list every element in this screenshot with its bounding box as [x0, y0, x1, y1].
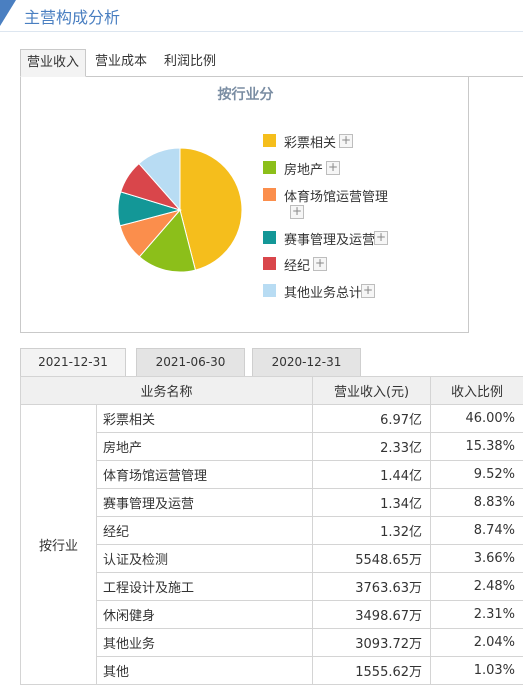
revenue-value: 1.44亿 [312, 460, 432, 489]
expand-plus-icon[interactable]: + [326, 160, 340, 175]
revenue-value: 6.97亿 [312, 404, 432, 433]
legend-swatch [263, 257, 276, 270]
legend-label: 经纪 [284, 259, 311, 274]
expand-plus-icon[interactable]: + [313, 256, 327, 271]
legend-swatch [263, 134, 276, 147]
business-name: 体育场馆运营管理 [95, 460, 314, 489]
ratio-value: 9.52% [430, 460, 523, 489]
tab-cost[interactable]: 营业成本 [94, 54, 147, 69]
expand-plus-icon[interactable]: + [361, 283, 375, 298]
page-title: 主营构成分析 [24, 8, 121, 27]
legend-label: 彩票相关 [284, 136, 337, 151]
tab-period-2021-06-30[interactable]: 2021-06-30 [136, 348, 245, 376]
ratio-value: 1.03% [430, 656, 523, 685]
legend-label: 体育场馆运营管理 [284, 190, 389, 205]
legend-swatch [263, 231, 276, 244]
ratio-value: 46.00% [430, 404, 523, 433]
legend-label: 房地产 [284, 163, 324, 178]
business-name: 其他业务 [95, 628, 314, 657]
business-name: 彩票相关 [95, 404, 314, 433]
revenue-value: 3763.63万 [312, 572, 432, 601]
pie-slice-lottery[interactable] [179, 147, 243, 271]
tab-period-2021-12-31[interactable]: 2021-12-31 [20, 348, 126, 376]
table-row: 体育场馆运营管理 1.44亿 9.52% [21, 460, 523, 489]
business-name: 经纪 [95, 516, 314, 545]
business-name: 休闲健身 [95, 600, 314, 629]
table-row: 房地产 2.33亿 15.38% [21, 432, 523, 461]
ratio-value: 2.04% [430, 628, 523, 657]
revenue-value: 1555.62万 [312, 656, 432, 685]
pie-slice-real-estate[interactable] [138, 208, 197, 273]
table-row: 按行业 彩票相关 6.97亿 46.00% [20, 404, 523, 685]
ratio-value: 2.31% [430, 600, 523, 629]
table-header-row: 业务名称 营业收入(元) 收入比例 [19, 376, 523, 405]
ratio-value: 3.66% [430, 544, 523, 573]
table-row: 休闲健身 3498.67万 2.31% [21, 600, 523, 629]
legend-swatch [263, 161, 276, 174]
chart-panel: 按行业分 彩票相关 + 房地产 + 体育场馆运营管理 + 赛事管理及运营 + 经… [20, 76, 469, 333]
revenue-value: 2.33亿 [312, 432, 432, 461]
expand-plus-icon[interactable]: + [290, 204, 304, 219]
business-name: 房地产 [95, 432, 314, 461]
table-row: 其他业务 3093.72万 2.04% [21, 628, 523, 657]
column-header-ratio: 收入比例 [430, 376, 523, 405]
table-row: 其他 1555.62万 1.03% [21, 656, 523, 685]
ratio-value: 15.38% [430, 432, 523, 461]
legend-swatch [263, 284, 276, 297]
revenue-value: 5548.65万 [312, 544, 432, 573]
column-header-name: 业务名称 [19, 376, 314, 405]
revenue-value: 1.34亿 [312, 488, 432, 517]
tab-period-2020-12-31[interactable]: 2020-12-31 [252, 348, 361, 376]
business-name: 赛事管理及运营 [95, 488, 314, 517]
pie-chart [117, 147, 243, 273]
table-row: 工程设计及施工 3763.63万 2.48% [21, 572, 523, 601]
business-name: 其他 [95, 656, 314, 685]
column-header-revenue: 营业收入(元) [312, 376, 432, 405]
business-name: 认证及检测 [95, 544, 314, 573]
revenue-value: 3498.67万 [312, 600, 432, 629]
revenue-value: 1.32亿 [312, 516, 432, 545]
legend-label: 赛事管理及运营 [284, 233, 376, 248]
table-row: 认证及检测 5548.65万 3.66% [21, 544, 523, 573]
expand-plus-icon[interactable]: + [374, 230, 388, 245]
legend-swatch [263, 188, 276, 201]
ratio-value: 8.74% [430, 516, 523, 545]
tab-profit-ratio[interactable]: 利润比例 [163, 54, 216, 69]
table-row: 赛事管理及运营 1.34亿 8.83% [21, 488, 523, 517]
tabs-divider [20, 76, 523, 77]
section-header: 主营构成分析 [0, 0, 523, 32]
pie-slice-other-total[interactable] [138, 147, 181, 212]
revenue-table: 业务名称 营业收入(元) 收入比例 按行业 彩票相关 6.97亿 46.00% … [19, 376, 523, 685]
header-accent-icon [0, 0, 16, 26]
group-label: 按行业 [20, 404, 97, 685]
tab-revenue[interactable]: 营业收入 [20, 49, 86, 77]
header-divider [0, 31, 523, 32]
revenue-value: 3093.72万 [312, 628, 432, 657]
legend-label: 其他业务总计 [284, 286, 363, 301]
ratio-value: 8.83% [430, 488, 523, 517]
chart-title: 按行业分 [217, 87, 274, 103]
expand-plus-icon[interactable]: + [339, 133, 353, 148]
ratio-value: 2.48% [430, 572, 523, 601]
business-name: 工程设计及施工 [95, 572, 314, 601]
table-row: 经纪 1.32亿 8.74% [21, 516, 523, 545]
